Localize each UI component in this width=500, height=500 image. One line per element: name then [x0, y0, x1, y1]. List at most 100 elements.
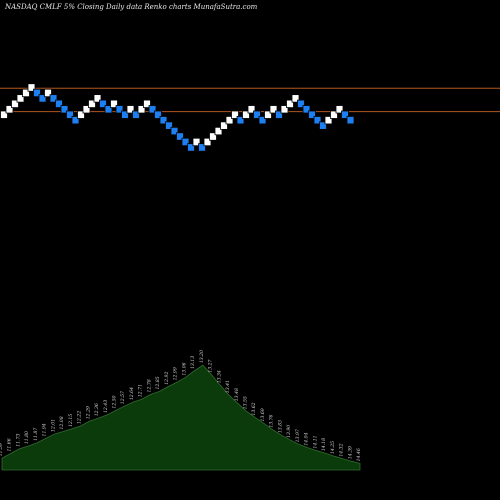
brick-up — [137, 105, 146, 114]
brick-up — [192, 137, 201, 147]
brick-down — [71, 116, 80, 125]
volume-label: 11.59 — [0, 443, 4, 456]
brick-down — [170, 126, 179, 136]
brick-up — [0, 110, 8, 119]
brick-down — [236, 116, 245, 125]
volume-label: 13.69 — [260, 408, 266, 421]
brick-down — [55, 99, 63, 108]
volume-label: 12.85 — [155, 376, 161, 389]
brick-down — [148, 105, 157, 114]
volume-label: 12.71 — [138, 384, 144, 397]
brick-up — [82, 105, 91, 114]
brick-down — [258, 116, 267, 125]
volume-label: 12.43 — [103, 400, 109, 413]
brick-down — [154, 110, 162, 119]
brick-down — [115, 105, 124, 114]
volume-label: 14.46 — [356, 448, 362, 461]
brick-up — [110, 99, 118, 108]
brick-down — [198, 143, 206, 152]
brick-up — [324, 116, 333, 125]
brick-up — [269, 105, 278, 114]
brick-up — [335, 105, 344, 114]
brick-down — [253, 110, 261, 119]
renko-bricks — [0, 83, 355, 152]
volume-label: 11.73 — [15, 434, 21, 447]
volume-label: 11.94 — [42, 423, 48, 436]
volume-label: 13.06 — [181, 362, 187, 375]
volume-label: 13.97 — [295, 429, 301, 442]
brick-up — [247, 105, 256, 114]
volume-label: 11.80 — [24, 431, 30, 444]
brick-up — [264, 110, 272, 119]
brick-down — [99, 99, 107, 108]
brick-up — [209, 132, 217, 141]
brick-down — [302, 105, 311, 114]
brick-up — [214, 126, 223, 136]
volume-label: 14.18 — [321, 438, 327, 451]
brick-down — [187, 143, 195, 152]
volume-label: 13.62 — [251, 402, 257, 415]
volume-label: 13.90 — [286, 425, 292, 438]
brick-down — [33, 88, 41, 98]
volume-label: 12.57 — [120, 391, 126, 404]
brick-down — [176, 132, 184, 141]
volume-label: 14.04 — [304, 432, 310, 445]
brick-up — [231, 110, 239, 119]
volume-panel: 11.59 11.66 11.73 11.80 11.87 11.94 12.01 12.08… — [0, 350, 362, 471]
brick-down — [341, 110, 349, 119]
volume-label: 14.39 — [347, 446, 353, 459]
brick-down — [104, 105, 113, 114]
volume-area — [1, 364, 361, 471]
brick-up — [88, 99, 96, 108]
volume-label: 12.78 — [146, 379, 152, 392]
brick-up — [225, 116, 234, 125]
brick-up — [22, 88, 30, 98]
volume-label: 13.76 — [269, 414, 275, 427]
volume-label: 13.27 — [208, 359, 214, 372]
brick-down — [275, 110, 283, 119]
volume-label: 12.22 — [77, 411, 83, 424]
brick-down — [132, 110, 140, 119]
brick-down — [165, 121, 173, 130]
brick-down — [297, 99, 305, 108]
volume-label: 12.08 — [59, 416, 65, 429]
volume-label: 12.92 — [164, 372, 170, 385]
brick-down — [159, 116, 168, 125]
volume-label: 14.11 — [312, 435, 318, 448]
brick-down — [346, 116, 355, 125]
brick-down — [49, 94, 58, 103]
brick-down — [181, 137, 190, 147]
volume-label: 12.99 — [173, 367, 179, 380]
volume-label: 13.20 — [199, 350, 205, 363]
brick-up — [280, 105, 289, 114]
brick-up — [27, 83, 36, 92]
brick-up — [126, 105, 135, 114]
brick-up — [242, 110, 250, 119]
volume-label: 13.83 — [277, 420, 283, 433]
brick-up — [11, 99, 19, 108]
brick-up — [77, 110, 85, 119]
volume-label: 13.13 — [190, 356, 196, 369]
brick-down — [319, 121, 327, 130]
brick-down — [121, 110, 129, 119]
brick-down — [60, 105, 69, 114]
chart-title: NASDAQ CMLF 5% Closing Daily data Renko … — [4, 3, 258, 11]
volume-label: 13.34 — [216, 370, 222, 383]
brick-up — [286, 99, 294, 108]
volume-label: 12.29 — [85, 406, 91, 419]
brick-down — [308, 110, 316, 119]
brick-up — [291, 94, 300, 103]
volume-label: 13.48 — [234, 388, 240, 401]
brick-up — [330, 110, 338, 119]
brick-up — [220, 121, 228, 130]
volume-label: 11.66 — [7, 438, 13, 451]
brick-up — [143, 99, 151, 108]
volume-label: 13.55 — [242, 396, 248, 409]
volume-label: 12.15 — [68, 414, 74, 427]
volume-label: 12.50 — [112, 395, 118, 408]
volume-label: 12.64 — [129, 387, 135, 400]
volume-label: 12.01 — [50, 419, 56, 432]
brick-down — [66, 110, 74, 119]
brick-up — [203, 137, 212, 147]
